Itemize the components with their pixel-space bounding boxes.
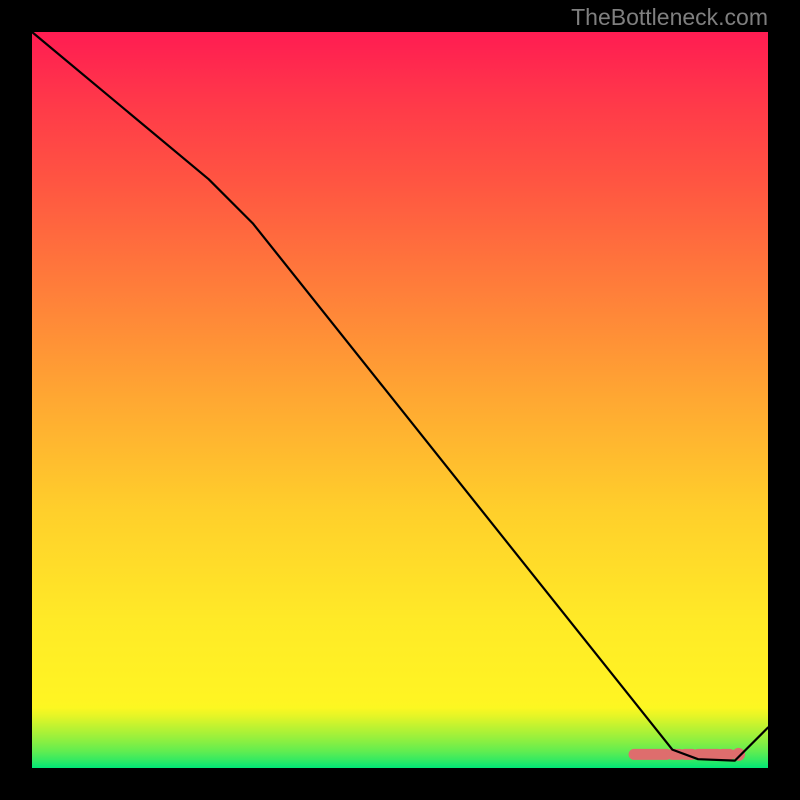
series-end-dot — [732, 748, 745, 761]
chart-overlay-svg — [0, 0, 800, 800]
bottleneck-curve — [32, 32, 768, 761]
